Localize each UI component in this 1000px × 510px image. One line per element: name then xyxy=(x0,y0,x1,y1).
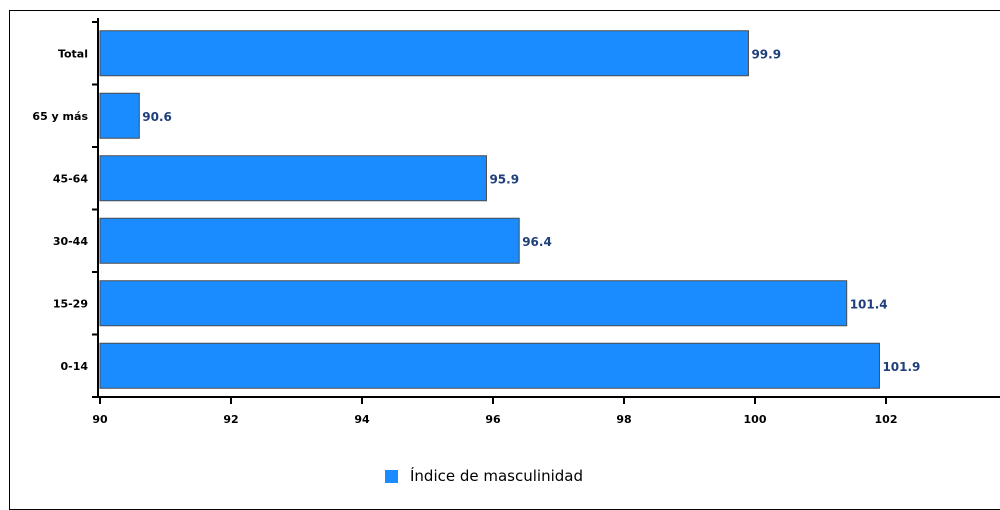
bars-layer xyxy=(99,30,880,389)
category-label-0: Total xyxy=(58,47,88,60)
category-label-4: 15-29 xyxy=(53,297,88,310)
bar-2 xyxy=(99,155,487,202)
category-label-2: 45-64 xyxy=(53,172,89,185)
category-label-5: 0-14 xyxy=(60,360,88,373)
labels-layer: Total 99.9 65 y más 90.6 45-64 95.9 30-44 96.4 1… xyxy=(32,47,920,426)
x-tick-label-1: 92 xyxy=(223,413,238,426)
bar-5 xyxy=(99,342,880,389)
x-tick-label-5: 100 xyxy=(744,413,767,426)
value-label-3: 96.4 xyxy=(522,235,552,249)
value-label-2: 95.9 xyxy=(489,172,519,186)
bar-1 xyxy=(99,92,140,139)
legend-label: Índice de masculinidad xyxy=(410,467,583,485)
legend-swatch xyxy=(385,469,398,483)
legend: Índice de masculinidad xyxy=(385,468,583,484)
x-tick-label-3: 96 xyxy=(485,413,501,426)
axis-layer xyxy=(92,18,1000,404)
x-tick-label-2: 94 xyxy=(354,413,370,426)
x-tick-label-4: 98 xyxy=(616,413,631,426)
value-label-0: 99.9 xyxy=(751,47,781,61)
bar-chart: Total 99.9 65 y más 90.6 45-64 95.9 30-44 96.4 1… xyxy=(32,18,1000,426)
x-tick-label-0: 90 xyxy=(92,413,108,426)
category-label-1: 65 y más xyxy=(32,110,88,123)
value-label-4: 101.4 xyxy=(850,297,888,311)
bar-3 xyxy=(99,217,520,264)
bar-4 xyxy=(99,280,848,327)
category-label-3: 30-44 xyxy=(53,235,89,248)
bar-0 xyxy=(99,30,749,77)
value-label-5: 101.9 xyxy=(882,360,920,374)
x-tick-label-6: 102 xyxy=(875,413,898,426)
value-label-1: 90.6 xyxy=(142,110,172,124)
